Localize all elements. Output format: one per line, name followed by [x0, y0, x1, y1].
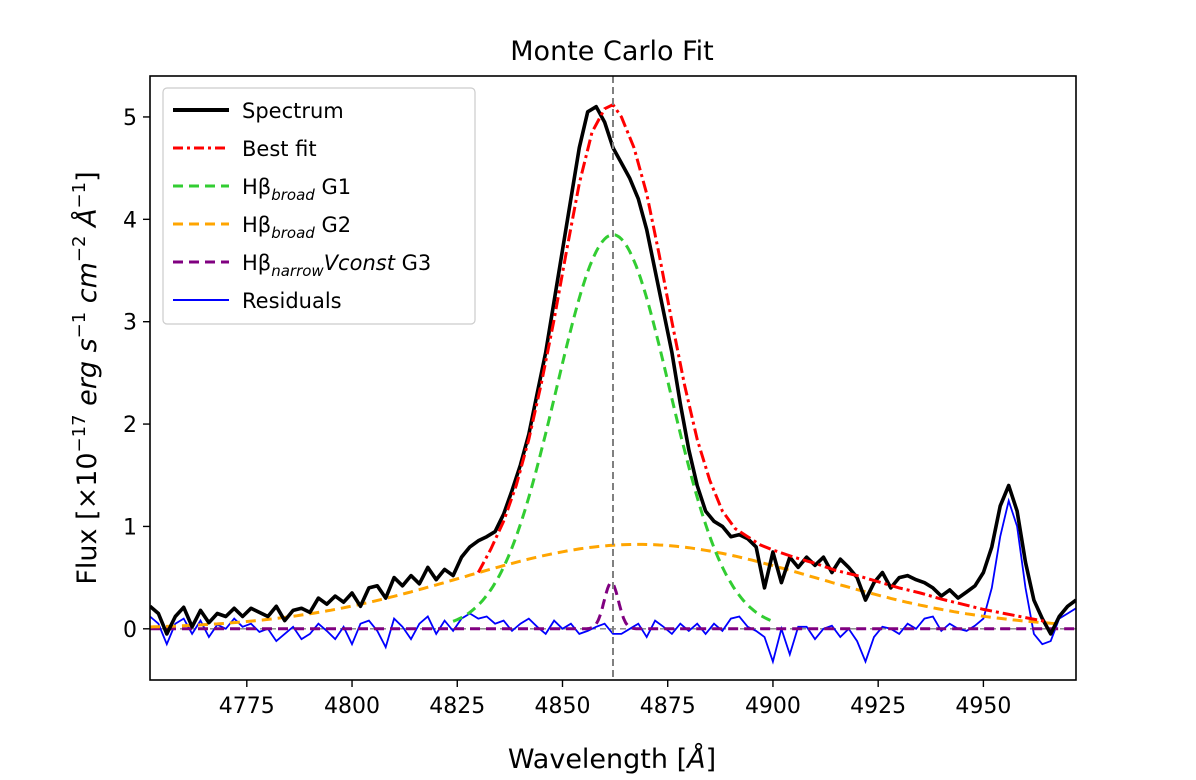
legend-box [162, 87, 476, 325]
chart-title: Monte Carlo Fit [510, 36, 713, 67]
series-best-fit [476, 102, 1047, 624]
y-axis-label: Flux [×10−17 erg s−1 cm−2 Å−1] [69, 171, 103, 584]
series-g3 [150, 581, 1076, 631]
y-tick-label: 4 [123, 208, 137, 233]
x-tick-label: 4825 [429, 694, 485, 719]
y-tick-label: 1 [123, 515, 137, 540]
legend-label-g3: HβnarrowVconst G3 [242, 251, 431, 280]
series-layer [150, 76, 1076, 680]
series-residuals [150, 497, 1076, 665]
x-axis-ticks: 4775 4800 4825 4850 4875 4900 4925 4950 [219, 680, 1011, 719]
x-tick-label: 4800 [324, 694, 380, 719]
x-tick-label: 4950 [955, 694, 1011, 719]
x-tick-label: 4775 [219, 694, 275, 719]
legend-label-residuals: Residuals [242, 289, 342, 313]
y-tick-label: 0 [123, 618, 137, 643]
legend-label-spectrum: Spectrum [242, 99, 344, 123]
legend: Spectrum Best fit Hβbroad G1 Hβbroad G2 … [162, 87, 476, 325]
legend-label-g1: Hβbroad G1 [242, 175, 351, 204]
x-axis-label: Wavelength [Å] [508, 743, 716, 775]
series-g2 [150, 542, 1060, 629]
y-tick-label: 3 [123, 311, 137, 336]
plot-frame [149, 75, 1077, 681]
y-tick-label: 5 [123, 106, 137, 131]
y-axis-ticks: 0 1 2 3 4 5 [123, 106, 150, 643]
x-tick-label: 4900 [745, 694, 801, 719]
x-tick-label: 4875 [640, 694, 696, 719]
x-tick-label: 4925 [850, 694, 906, 719]
x-tick-label: 4850 [534, 694, 590, 719]
series-g1 [452, 233, 774, 623]
legend-label-g2: Hβbroad G2 [242, 213, 351, 242]
y-tick-label: 2 [123, 413, 137, 438]
legend-label-best-fit: Best fit [242, 137, 317, 161]
